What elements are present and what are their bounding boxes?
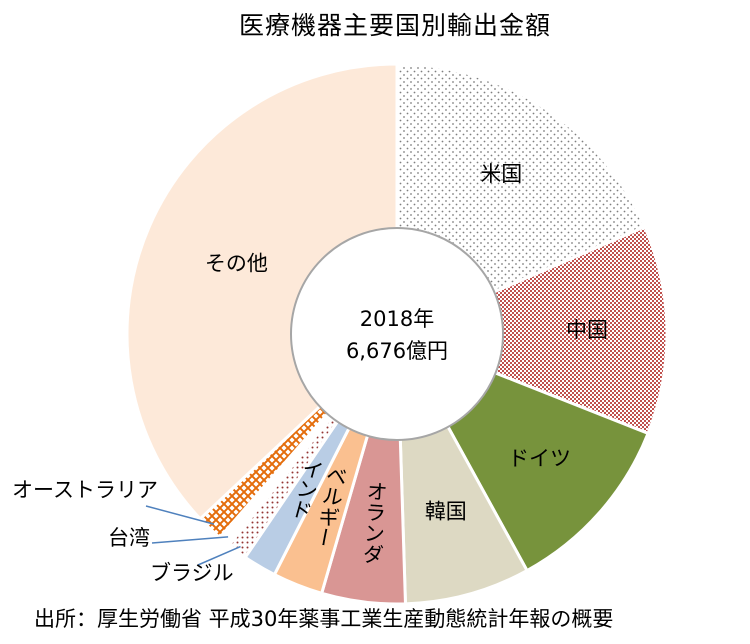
pie-slice-1: [393, 224, 669, 436]
leader-line-7: [197, 545, 241, 566]
slice-label-4: オランダ: [360, 480, 389, 566]
slice-label-7: ブラジル: [150, 561, 234, 585]
slice-label-1: 中国: [566, 318, 608, 342]
pie-slice-10: [125, 62, 399, 521]
slice-label-2: ドイツ: [508, 447, 571, 471]
leader-line-8: [151, 536, 229, 544]
slice-label-8: 台湾: [108, 526, 150, 550]
center-year: 2018年: [360, 307, 434, 331]
chart-title: 医療機器主要国別輸出金額: [238, 11, 551, 40]
center-total: 6,676億円: [346, 339, 448, 363]
leader-line-9: [145, 505, 215, 525]
slice-label-9: オーストラリア: [12, 478, 158, 502]
donut-hole: [290, 227, 504, 441]
slice-label-3: 韓国: [425, 499, 467, 523]
source-note: 出所：厚生労働省 平成30年薬事工業生産動態統計年報の概要: [34, 607, 614, 631]
slice-label-10: その他: [205, 251, 268, 275]
slice-label-0: 米国: [480, 162, 522, 186]
